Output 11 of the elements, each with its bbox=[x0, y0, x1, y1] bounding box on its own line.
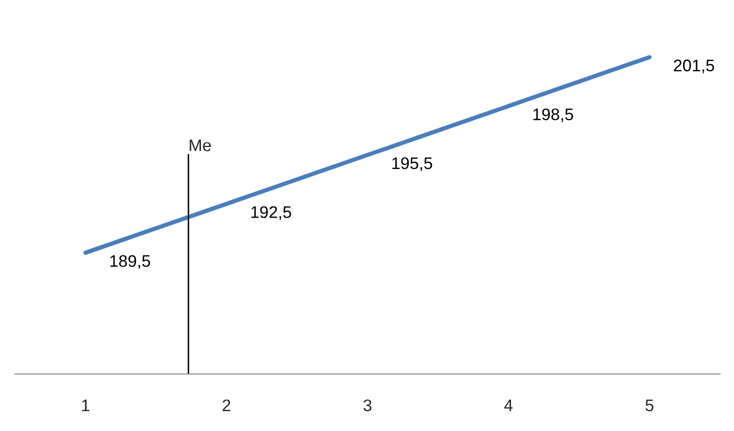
data-label: 195,5 bbox=[392, 157, 432, 172]
data-label: 189,5 bbox=[110, 255, 150, 269]
x-tick-label: 3 bbox=[364, 399, 372, 412]
ref-line-label: Me bbox=[190, 140, 211, 152]
data-label: 198,5 bbox=[533, 108, 574, 122]
data-label: 192,5 bbox=[251, 206, 292, 220]
x-tick-label: 2 bbox=[222, 399, 230, 412]
x-tick-label: 4 bbox=[504, 400, 513, 412]
x-tick-label: 5 bbox=[646, 400, 654, 412]
data-label: 201,5 bbox=[674, 60, 714, 74]
x-tick-label: 1 bbox=[82, 400, 90, 412]
